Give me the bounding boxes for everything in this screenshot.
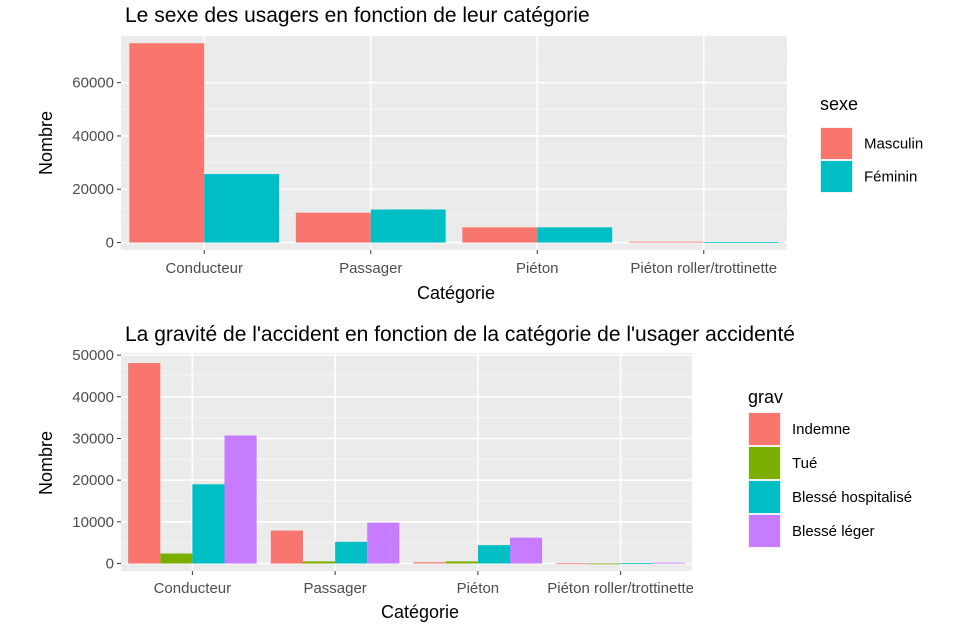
x-tick-label: Piéton [457,580,500,597]
bar-indemne-pi-ton [413,562,446,564]
x-tick-label: Piéton roller/trottinette [630,260,777,277]
bar-bless-hospitalis--conducteur [192,484,225,564]
legend-swatch [749,413,780,445]
y-axis-title: Nombre [36,111,56,175]
chart-1: Le sexe des usagers en fonction de leur … [36,4,923,303]
y-tick-label: 20000 [72,181,114,198]
bar-bless-l-ger-passager [367,522,400,564]
bar-tu--pi-ton-roller-trottinette [588,563,621,565]
bar-indemne-conducteur [128,363,161,564]
legend-label: Féminin [864,169,917,186]
x-tick-label: Conducteur [154,580,232,597]
x-axis-title: Catégorie [381,602,459,622]
y-tick-label: 0 [106,555,114,572]
y-tick-label: 40000 [72,389,114,406]
y-tick-label: 60000 [72,75,114,92]
legend-label: Indemne [792,421,850,438]
chart-title: Le sexe des usagers en fonction de leur … [125,4,590,27]
bar-bless-hospitalis--pi-ton [477,545,510,564]
legend-swatch [749,447,780,479]
legend-swatch [749,481,780,513]
bar-bless-hospitalis--passager [335,541,368,564]
bar-tu--conducteur [160,553,193,564]
y-tick-label: 40000 [72,128,114,145]
bar-f-minin-conducteur [204,174,280,243]
bar-indemne-passager [270,530,304,564]
y-tick-label: 50000 [72,347,114,364]
legend: grav Indemne Tué Blessé hospitalisé Blessé l… [748,387,912,548]
y-tick-label: 10000 [72,514,114,531]
legend-label: Tué [792,455,817,472]
chart-title: La gravité de l'accident en fonction de … [125,323,795,346]
bar-tu--passager [303,561,336,564]
bar-bless-l-ger-pi-ton-roller-trottinette [652,562,685,564]
legend-swatch [821,161,852,192]
x-tick-label: Passager [339,260,402,277]
legend-title: grav [748,387,783,407]
y-tick-label: 30000 [72,430,114,447]
bar-tu--pi-ton [445,561,478,564]
bar-f-minin-pi-ton [537,227,613,243]
bar-indemne-pi-ton-roller-trottinette [556,563,589,565]
legend-swatch [749,515,780,547]
y-tick-label: 20000 [72,472,114,489]
legend-label: Blessé léger [792,523,875,540]
x-tick-label: Passager [303,580,366,597]
bar-masculin-conducteur [129,43,205,243]
bar-masculin-pi-ton-roller-trottinette [628,241,704,243]
legend-title: sexe [820,94,858,114]
legend: sexe Masculin Féminin [820,94,923,193]
bar-bless-hospitalis--pi-ton-roller-trottinette [620,563,653,564]
bar-f-minin-pi-ton-roller-trottinette [703,242,779,243]
bar-masculin-pi-ton [462,227,538,243]
x-tick-label: Conducteur [165,260,243,277]
bar-bless-l-ger-pi-ton [509,537,543,564]
x-tick-label: Piéton [516,260,559,277]
legend-label: Blessé hospitalisé [792,489,912,506]
x-axis-title: Catégorie [417,283,495,303]
chart-2: La gravité de l'accident en fonction de … [36,323,912,622]
y-axis-title: Nombre [36,431,56,495]
legend-label: Masculin [864,136,923,153]
y-tick-label: 0 [106,235,114,252]
bar-bless-l-ger-conducteur [224,435,257,564]
bar-masculin-passager [295,212,371,243]
bar-f-minin-passager [370,209,446,243]
legend-swatch [821,128,852,159]
x-tick-label: Piéton roller/trottinette [547,580,694,597]
